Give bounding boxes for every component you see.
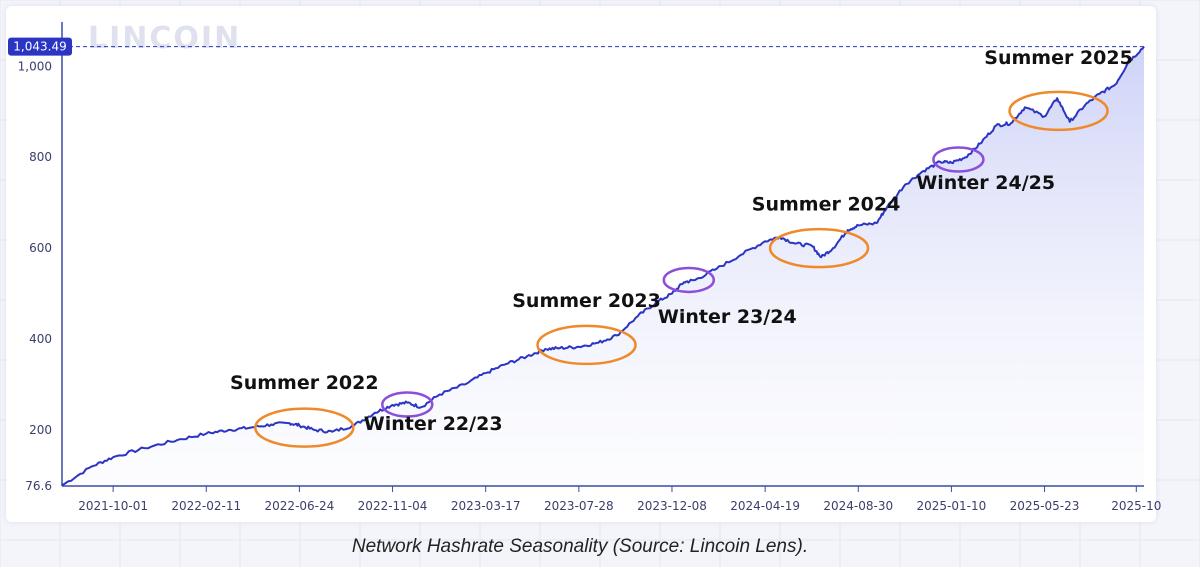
- x-tick-label: 2022-02-11: [171, 499, 241, 513]
- annotation-label: Summer 2022: [230, 372, 379, 394]
- hashrate-line: [61, 46, 1145, 487]
- x-tick-label: 2022-06-24: [265, 499, 335, 513]
- y-tick-label: 800: [29, 150, 52, 164]
- annotation-label: Winter 22/23: [364, 413, 503, 435]
- winter-highlight-ring: [662, 266, 716, 294]
- x-tick-label: 2022-11-04: [358, 499, 428, 513]
- x-tick-label: 2025-01-10: [917, 499, 987, 513]
- x-tick-label: 2024-04-19: [730, 499, 800, 513]
- x-tick-label: 2021-10-01: [78, 499, 148, 513]
- x-tick-label: 2023-03-17: [451, 499, 521, 513]
- current-value-label: 1,043.49: [13, 40, 66, 54]
- annotation-label: Winter 24/25: [916, 172, 1055, 194]
- y-tick-label: 76.6: [25, 479, 52, 493]
- summer-highlight-ring: [1008, 90, 1109, 132]
- summer-highlight-ring: [254, 407, 355, 448]
- annotation-label: Summer 2023: [512, 290, 661, 312]
- x-tick-label: 2023-07-28: [544, 499, 614, 513]
- annotation-label: Summer 2025: [984, 47, 1133, 69]
- winter-highlight-ring: [932, 146, 985, 173]
- y-tick-label: 1,000: [18, 59, 52, 73]
- x-tick-label: 2025-10: [1111, 499, 1161, 513]
- y-tick-label: 200: [29, 423, 52, 437]
- x-tick-label: 2025-05-23: [1010, 499, 1080, 513]
- summer-highlight-ring: [768, 227, 870, 269]
- x-tick-label: 2023-12-08: [637, 499, 707, 513]
- watermark-logo: LINCOIN: [88, 21, 241, 56]
- annotation-label: Summer 2024: [752, 193, 901, 215]
- hashrate-area-fill: [62, 46, 1144, 486]
- annotation-label: Winter 23/24: [658, 306, 797, 328]
- winter-highlight-ring: [381, 391, 434, 418]
- current-value-badge: [8, 37, 72, 56]
- figure-caption: Network Hashrate Seasonality (Source: Li…: [351, 536, 809, 557]
- summer-highlight-ring: [536, 324, 637, 366]
- y-tick-label: 600: [29, 241, 52, 255]
- x-tick-label: 2024-08-30: [823, 499, 893, 513]
- y-tick-label: 400: [29, 332, 52, 346]
